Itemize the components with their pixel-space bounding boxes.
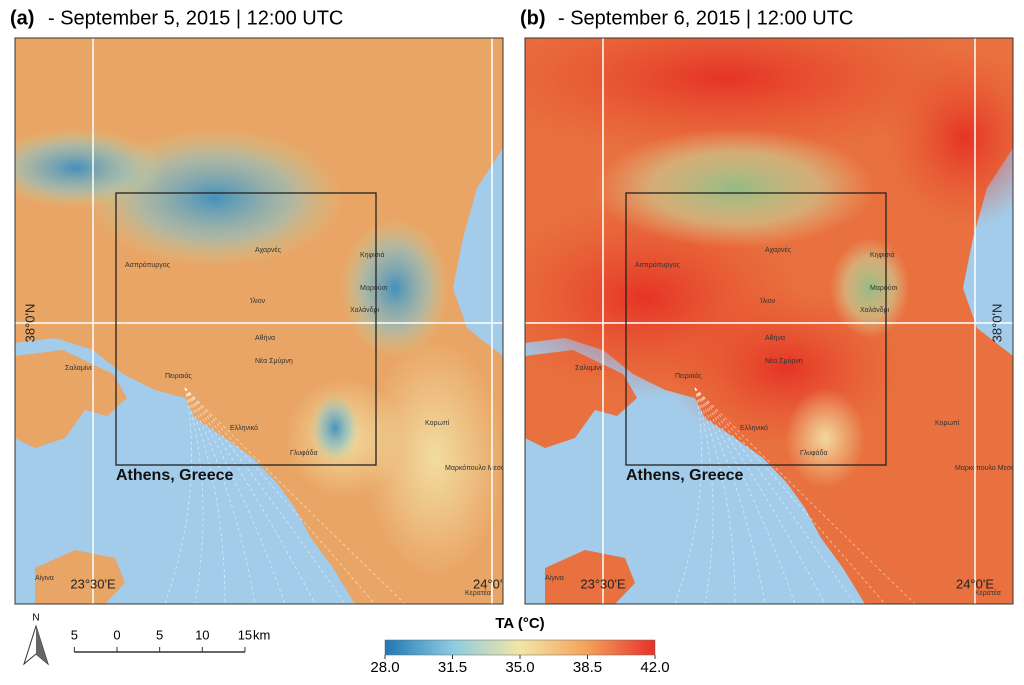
lon-label: 24°0'E [473,576,511,591]
shipping-lane [184,387,406,604]
north-arrow [36,626,48,664]
lat-label: 38°0'N [22,304,37,343]
place-name: Αχαρνές [255,246,282,254]
place-name: Κερατέα [465,589,491,597]
panel-title: - September 6, 2015 | 12:00 UTC [558,7,853,29]
place-name: Ελληνικό [740,424,768,432]
place-name: Νέα Σμύρνη [255,357,293,365]
shipping-lane [184,387,376,604]
temperature-field [525,38,985,158]
place-name: Αίγινα [545,574,564,582]
temperature-field [15,128,165,208]
place-name: Σαλαμίνα [575,364,604,372]
lat-label: 38°0'N [989,304,1004,343]
shipping-lane [694,387,826,604]
temperature-field [830,238,910,338]
shipping-lane [694,387,886,604]
temperature-field [595,128,875,248]
place-name: Κορωπί [935,419,960,427]
shipping-lane [184,387,316,604]
place-name: Γλυφάδα [290,449,318,457]
region-label: Athens, Greece [626,467,743,484]
place-name: Γλυφάδα [800,449,828,457]
place-name: Αθήνα [765,335,785,342]
study-area-box [625,192,887,466]
shipping-lane [694,387,766,604]
panel-label: (a) [10,7,34,29]
place-name: Κηφισιά [360,251,385,259]
land [35,550,125,604]
panel-frame [524,37,1014,605]
shipping-lane [184,387,226,604]
scale-label: 15 [238,627,252,642]
temperature-field [785,388,865,488]
place-name: Μαρούσι [870,284,898,292]
colorbar [384,639,656,656]
place-name: Ίλιον [759,298,776,305]
temperature-field [885,48,1013,228]
temperature-field [365,338,503,578]
panel-title: - September 5, 2015 | 12:00 UTC [48,7,343,29]
north-label: N [32,613,39,624]
colorbar-tick-label: 35.0 [505,659,534,676]
place-name: Αχαρνές [765,246,792,254]
temperature-field [310,393,360,463]
colorbar-tick-label: 38.5 [573,659,602,676]
place-name: Πειραιάς [675,372,702,380]
place-name: Μαρκόπουλο Μεσογαίας [445,464,522,472]
place-name: Μαρκόπουλο Μεσογαίας [955,464,1024,472]
place-name: Αίγινα [35,574,54,582]
scale-unit: km [253,627,270,642]
shipping-lane [694,387,736,604]
shipping-lane [184,387,204,604]
place-name: Πειραιάς [165,372,192,380]
place-name: Ασπρόπυργος [635,261,681,269]
lon-label: 24°0'E [956,576,994,591]
place-name: Νέα Σμύρνη [765,357,803,365]
place-name: Κορωπί [425,419,450,427]
scale-label: 5 [71,627,78,642]
place-name: Σαλαμίνα [65,364,94,372]
lon-label: 23°30'E [70,576,116,591]
scale-label: 0 [113,627,120,642]
panel-label: (b) [520,7,546,29]
place-name: Ίλιον [249,298,266,305]
map-panel: Αχαρνές Κηφισιά Μαρούσι Χαλάνδρι Αθήνα Πειραι… [15,38,522,604]
colorbar-tick-label: 42.0 [640,659,669,676]
colorbar-title: TA (°C) [495,615,544,632]
place-name: Ελληνικό [230,424,258,432]
land [15,350,127,448]
colorbar-tick-label: 28.0 [370,659,399,676]
place-name: Χαλάνδρι [350,306,380,314]
place-name: Ασπρόπυργος [125,261,171,269]
region-label: Athens, Greece [116,467,233,484]
lon-label: 23°30'E [580,576,626,591]
map-panel: Αχαρνές Κηφισιά Μαρούσι Χαλάνδρι Αθήνα Πειραι… [525,38,1024,604]
scale-label: 10 [195,627,209,642]
legend-area: N 5 0 5 10 15 km TA (°C) 28.0 31.5 35.0 38.5 42.0 [23,613,670,676]
map-panels: (a) - September 5, 2015 | 12:00 UTC Αχαρνέ… [10,7,1024,605]
shipping-lane [694,387,916,604]
colorbar-tick-label: 31.5 [438,659,467,676]
place-name: Μαρούσι [360,284,388,292]
panel-frame [14,37,504,605]
shipping-lane [674,387,703,604]
shipping-lane [694,387,714,604]
shipping-lane [184,387,256,604]
study-area-box [115,192,377,466]
place-name: Αθήνα [255,335,275,342]
place-name: Κηφισιά [870,251,895,259]
place-name: Χαλάνδρι [860,306,890,314]
temperature-field [340,218,450,358]
scale-label: 5 [156,627,163,642]
shipping-lane [164,387,193,604]
place-name: Κερατέα [975,589,1001,597]
land [545,550,635,604]
